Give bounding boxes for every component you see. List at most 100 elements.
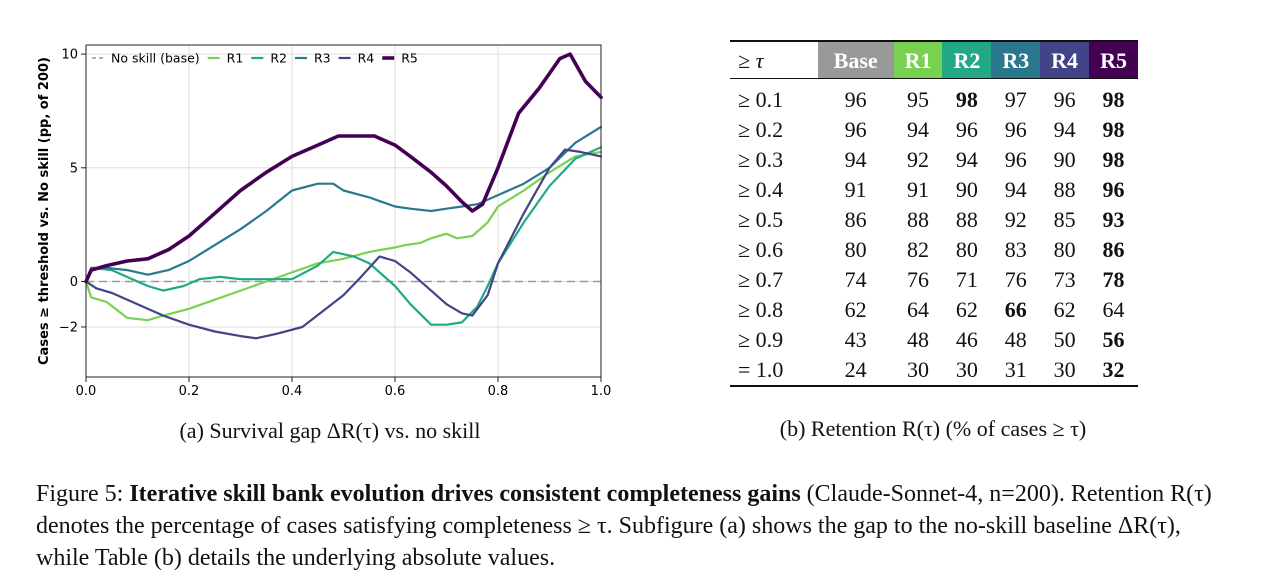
table-cell: 85	[1053, 207, 1076, 232]
legend-label: R1	[227, 51, 244, 66]
table-cell: 92	[907, 147, 930, 172]
legend-label: No skill (base)	[111, 51, 200, 66]
table-cell: 62	[1053, 297, 1076, 322]
y-tick-label: −2	[59, 320, 78, 335]
table-cell: 98	[1102, 117, 1125, 142]
figure-caption-rest: (Claude-Sonnet-4, n=200). Retention R(τ)…	[36, 481, 1212, 571]
table-cell: 91	[844, 177, 867, 202]
table-row: ≥ 0.7 74 76 71 76 73 78	[730, 265, 1138, 295]
row-threshold: ≥ 0.1	[738, 87, 784, 112]
table-cell: 96	[1004, 117, 1027, 142]
table-row: ≥ 0.8 62 64 62 66 62 64	[730, 295, 1138, 325]
row-threshold: ≥ 0.5	[738, 207, 784, 232]
legend-label: R4	[358, 51, 375, 66]
header-r1: R1	[893, 41, 943, 79]
table-header-row: ≥ τ Base R1 R2 R3 R4 R5	[730, 41, 1138, 79]
table-cell: 62	[955, 297, 978, 322]
row-threshold: ≥ 0.4	[738, 177, 784, 202]
table-cell: 96	[844, 87, 867, 112]
table-cell: 43	[844, 327, 867, 352]
figure-label: Figure 5:	[36, 481, 124, 507]
table-cell: 98	[955, 87, 978, 112]
series-line-r3	[84, 125, 603, 283]
table-cell: 66	[1004, 297, 1027, 322]
table-row: ≥ 0.3 94 92 94 96 90 98	[730, 145, 1138, 175]
table-cell: 94	[1004, 177, 1027, 202]
table-cell: 98	[1102, 147, 1125, 172]
header-tau: ≥ τ	[730, 41, 818, 79]
table-row: ≥ 0.2 96 94 96 96 94 98	[730, 115, 1138, 145]
table-cell: 30	[907, 357, 930, 382]
plot-frame	[85, 44, 602, 378]
table-cell: 24	[844, 357, 867, 382]
y-tick-label: 10	[61, 48, 78, 63]
table-cell: 76	[907, 267, 930, 292]
y-tick-label: 0	[70, 275, 78, 290]
table-cell: 82	[907, 237, 930, 262]
x-tick-label: 1.0	[591, 384, 612, 399]
row-threshold: ≥ 0.6	[738, 237, 784, 262]
table-cell: 71	[955, 267, 978, 292]
table-cell: 90	[1053, 147, 1076, 172]
series-line-r2	[84, 146, 603, 326]
table-cell: 30	[955, 357, 978, 382]
x-tick-label: 0.6	[385, 384, 406, 399]
row-threshold: ≥ 0.2	[738, 117, 784, 142]
table-cell: 80	[955, 237, 978, 262]
figure-caption: Figure 5: Iterative skill bank evolution…	[36, 478, 1236, 574]
table-row: ≥ 0.6 80 82 80 83 80 86	[730, 235, 1138, 265]
table-row: ≥ 0.4 91 91 90 94 88 96	[730, 175, 1138, 205]
table-cell: 74	[844, 267, 867, 292]
table-cell: 48	[907, 327, 930, 352]
table-cell: 88	[955, 207, 978, 232]
table-cell: 48	[1004, 327, 1027, 352]
header-r5: R5	[1089, 41, 1138, 79]
axis-ticks: 0.0 0.2 0.4 0.6 0.8 1.0 −2 0 5 10	[59, 48, 612, 399]
table-cell: 98	[1102, 87, 1125, 112]
table-cell: 94	[844, 147, 867, 172]
subfigure-a-caption: (a) Survival gap ΔR(τ) vs. no skill	[179, 418, 481, 443]
row-threshold: ≥ 0.8	[738, 297, 784, 322]
header-r3: R3	[991, 41, 1041, 79]
series-layer	[84, 52, 603, 340]
table-row: ≥ 0.5 86 88 88 92 85 93	[730, 205, 1138, 235]
table-cell: 96	[1004, 147, 1027, 172]
table-cell: 76	[1004, 267, 1027, 292]
table-cell: 94	[907, 117, 930, 142]
x-tick-label: 0.2	[179, 384, 200, 399]
header-base: Base	[817, 41, 894, 79]
header-r4: R4	[1040, 41, 1090, 79]
table-cell: 50	[1053, 327, 1076, 352]
table-row: = 1.0 24 30 30 31 30 32	[730, 355, 1138, 386]
table-cell: 96	[955, 117, 978, 142]
y-tick-label: 5	[70, 161, 78, 176]
table-cell: 46	[955, 327, 978, 352]
table-cell: 73	[1053, 267, 1076, 292]
x-tick-label: 0.8	[488, 384, 509, 399]
table-cell: 31	[1004, 357, 1027, 382]
grid-lines	[85, 45, 602, 377]
table-body: ≥ 0.1 96 95 98 97 96 98 ≥ 0.2 96 94 96 96 94 98 ≥ 0.3 9…	[730, 79, 1138, 386]
subfigure-b-caption: (b) Retention R(τ) (% of cases ≥ τ)	[779, 416, 1087, 441]
table-cell: 86	[1102, 237, 1125, 262]
table-cell: 64	[1102, 297, 1125, 322]
table-cell: 92	[1004, 207, 1027, 232]
table-cell: 88	[907, 207, 930, 232]
retention-table: ≥ τ Base R1 R2 R3 R4 R5 ≥ 0.1 96 95 98 97 96 98 ≥ 0.2…	[730, 40, 1138, 387]
x-tick-label: 0.0	[76, 384, 97, 399]
series-line-r4	[84, 148, 603, 340]
table-cell: 96	[844, 117, 867, 142]
row-threshold: = 1.0	[738, 357, 784, 382]
table-cell: 80	[1053, 237, 1076, 262]
table-cell: 30	[1053, 357, 1076, 382]
row-threshold: ≥ 0.3	[738, 147, 784, 172]
table-cell: 90	[955, 177, 978, 202]
table-cell: 64	[907, 297, 930, 322]
table-cell: 94	[955, 147, 978, 172]
table-cell: 96	[1102, 177, 1125, 202]
table-cell: 32	[1102, 357, 1125, 382]
table-row: ≥ 0.1 96 95 98 97 96 98	[730, 79, 1138, 116]
legend-label: R5	[401, 51, 418, 66]
table-cell: 95	[907, 87, 930, 112]
row-threshold: ≥ 0.7	[738, 267, 784, 292]
